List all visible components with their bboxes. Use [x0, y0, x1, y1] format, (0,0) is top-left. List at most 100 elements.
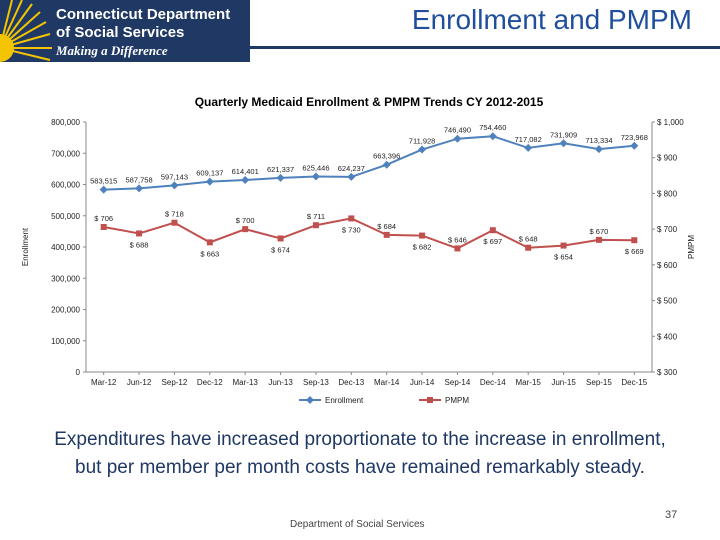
y-tick-label-left: 0 — [76, 368, 81, 377]
legend-label: PMPM — [445, 396, 469, 405]
data-label-pmpm: $ 706 — [94, 214, 113, 223]
data-label-pmpm: $ 718 — [165, 210, 184, 219]
data-label-pmpm: $ 688 — [130, 240, 149, 249]
data-label-enrollment: 621,337 — [267, 165, 294, 174]
data-label-pmpm: $ 646 — [448, 235, 467, 244]
data-label-enrollment: 663,396 — [373, 152, 400, 161]
y-tick-label-left: 500,000 — [51, 212, 80, 221]
data-point-pmpm — [348, 215, 355, 222]
data-point-pmpm — [312, 222, 319, 229]
data-label-pmpm: $ 663 — [200, 249, 219, 258]
data-point-pmpm — [489, 227, 496, 234]
data-point-pmpm — [631, 237, 638, 244]
x-tick-label: Jun-15 — [551, 378, 576, 387]
y-tick-label-left: 300,000 — [51, 274, 80, 283]
data-label-pmpm: $ 670 — [590, 227, 609, 236]
chart-title: Quarterly Medicaid Enrollment & PMPM Tre… — [195, 95, 544, 109]
data-label-enrollment: 614,401 — [232, 167, 259, 176]
y-tick-label-right: $ 300 — [657, 368, 678, 377]
y-axis-label-right: PMPM — [687, 235, 696, 259]
org-name-line2: of Social Services — [56, 24, 185, 41]
data-point-enrollment — [453, 134, 462, 143]
data-label-pmpm: $ 648 — [519, 235, 538, 244]
data-point-enrollment — [594, 145, 603, 154]
x-tick-label: Mar-13 — [233, 378, 259, 387]
sunburst-icon — [0, 0, 52, 62]
y-tick-label-right: $ 600 — [657, 261, 678, 270]
y-tick-label-left: 200,000 — [51, 306, 80, 315]
y-tick-label-left: 400,000 — [51, 243, 80, 252]
data-label-enrollment: 754,460 — [479, 123, 506, 132]
x-tick-label: Dec-12 — [197, 378, 223, 387]
y-tick-label-left: 100,000 — [51, 337, 80, 346]
data-label-enrollment: 583,515 — [90, 177, 117, 186]
data-point-enrollment — [347, 172, 356, 181]
data-label-enrollment: 717,082 — [515, 135, 542, 144]
data-point-pmpm — [100, 224, 107, 230]
y-axis-label-left: Enrollment — [21, 227, 30, 266]
data-label-enrollment: 713,334 — [585, 136, 612, 145]
data-point-enrollment — [418, 145, 427, 154]
data-label-pmpm: $ 730 — [342, 225, 361, 234]
y-tick-label-left: 800,000 — [51, 118, 80, 127]
x-tick-label: Dec-15 — [621, 378, 647, 387]
data-label-enrollment: 609,137 — [196, 169, 223, 178]
data-point-enrollment — [382, 160, 391, 169]
header-divider — [250, 46, 720, 49]
data-label-pmpm: $ 669 — [625, 247, 644, 256]
data-point-pmpm — [171, 219, 178, 226]
data-label-pmpm: $ 674 — [271, 245, 290, 254]
data-point-enrollment — [241, 175, 250, 184]
y-tick-label-right: $ 900 — [657, 154, 678, 163]
page-number: 37 — [665, 509, 678, 521]
y-tick-label-left: 700,000 — [51, 149, 80, 158]
data-point-pmpm — [277, 235, 284, 242]
data-point-pmpm — [454, 245, 461, 252]
data-label-enrollment: 625,446 — [302, 164, 329, 173]
enrollment-pmpm-chart: Quarterly Medicaid Enrollment & PMPM Tre… — [21, 95, 696, 405]
data-point-pmpm — [525, 244, 532, 251]
data-label-enrollment: 746,490 — [444, 126, 471, 135]
data-point-enrollment — [135, 184, 144, 193]
data-label-pmpm: $ 682 — [413, 243, 432, 252]
data-label-enrollment: 587,758 — [126, 175, 153, 184]
data-label-enrollment: 731,909 — [550, 130, 577, 139]
y-tick-label-right: $ 800 — [657, 189, 678, 198]
data-point-enrollment — [205, 177, 214, 186]
data-label-pmpm: $ 711 — [307, 212, 325, 221]
data-point-pmpm — [206, 239, 213, 246]
data-point-pmpm — [595, 236, 602, 243]
series-line-enrollment — [103, 135, 635, 191]
x-tick-label: Jun-12 — [127, 378, 152, 387]
x-tick-label: Jun-14 — [410, 378, 435, 387]
data-label-enrollment: 624,237 — [338, 164, 365, 173]
x-tick-label: Dec-14 — [480, 378, 506, 387]
legend-label: Enrollment — [325, 396, 364, 405]
org-tagline: Making a Difference — [56, 43, 168, 58]
data-point-enrollment — [170, 181, 179, 190]
org-name-line1: Connecticut Department — [56, 6, 231, 23]
x-tick-label: Mar-14 — [374, 378, 400, 387]
legend-marker — [427, 397, 433, 403]
data-label-enrollment: 711,928 — [409, 137, 436, 146]
x-tick-label: Sep-12 — [162, 378, 188, 387]
data-label-pmpm: $ 697 — [483, 237, 502, 246]
chart-container: Quarterly Medicaid Enrollment & PMPM Tre… — [18, 82, 702, 412]
data-point-enrollment — [276, 173, 285, 182]
series-line-pmpm — [103, 217, 635, 250]
data-label-pmpm: $ 700 — [236, 216, 255, 225]
data-point-enrollment — [630, 141, 639, 150]
slide-caption: Expenditures have increased proportionat… — [54, 429, 666, 478]
legend-marker — [306, 396, 314, 404]
data-point-pmpm — [136, 230, 143, 237]
y-tick-label-right: $ 700 — [657, 225, 678, 234]
data-label-pmpm: $ 654 — [554, 253, 573, 262]
dss-logo: Connecticut Department of Social Service… — [0, 0, 250, 62]
data-point-enrollment — [559, 139, 568, 148]
x-tick-label: Dec-13 — [338, 378, 364, 387]
data-point-enrollment — [524, 143, 533, 152]
x-tick-label: Sep-14 — [445, 378, 471, 387]
x-tick-label: Mar-15 — [516, 378, 542, 387]
data-label-enrollment: 723,968 — [621, 133, 648, 142]
data-point-enrollment — [99, 185, 108, 194]
